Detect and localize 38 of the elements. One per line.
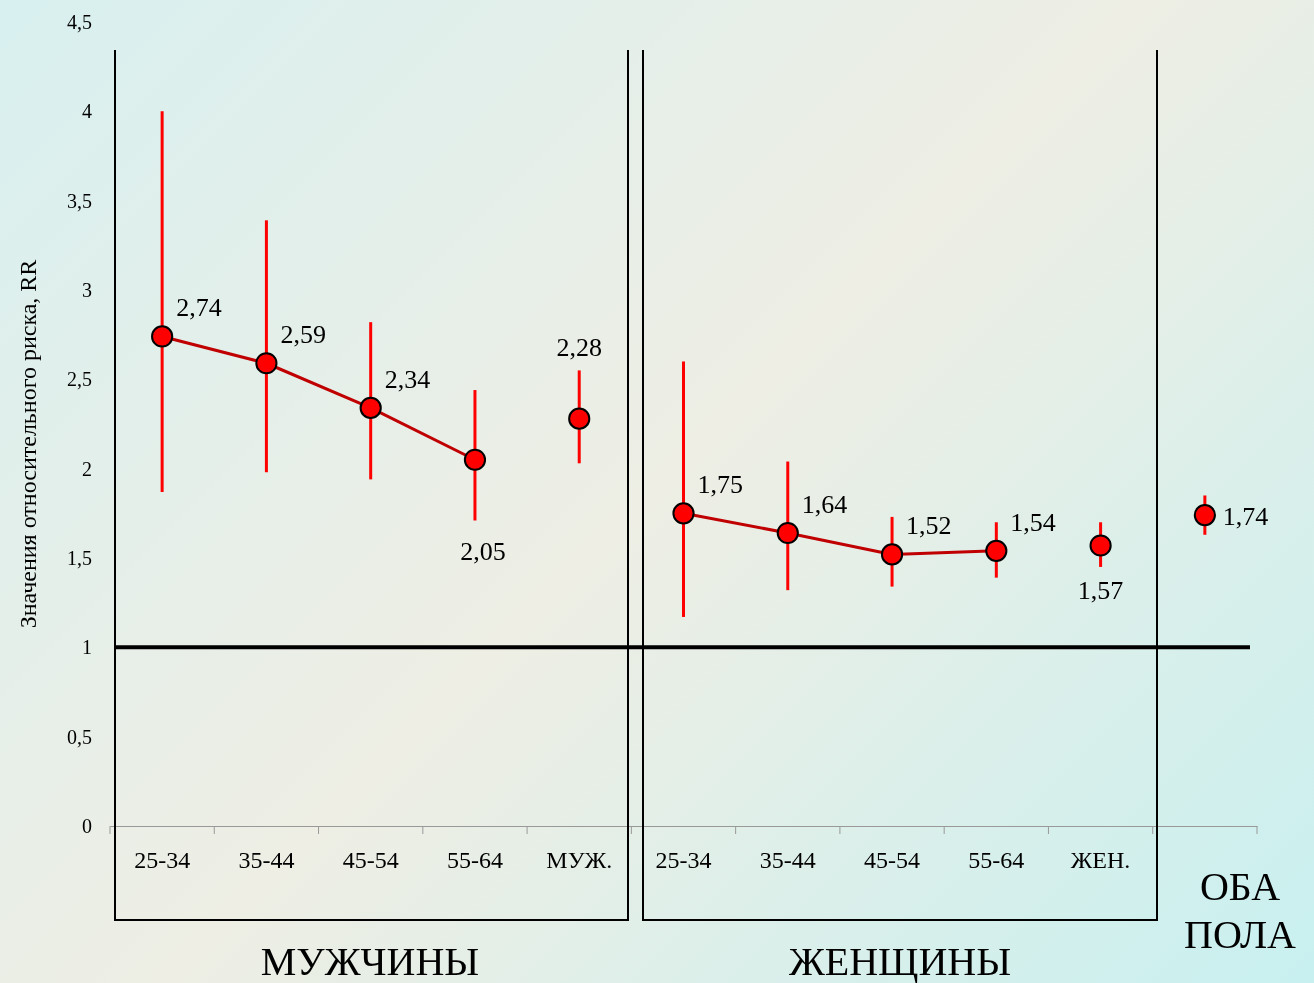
y-tick-label: 0 xyxy=(82,814,92,837)
x-tick-label: МУЖ. xyxy=(546,847,613,874)
y-tick-label: 4 xyxy=(82,100,92,123)
x-tick-label: ЖЕН. xyxy=(1070,847,1131,874)
data-label: 1,54 xyxy=(1010,507,1056,537)
data-label: 1,74 xyxy=(1222,502,1269,532)
x-tick-label: 45-54 xyxy=(864,847,921,874)
x-tick-label: 45-54 xyxy=(342,847,399,874)
text: ОБА ПОЛА xyxy=(1184,864,1297,957)
data-label: 2,34 xyxy=(384,364,431,394)
point xyxy=(568,407,591,430)
x-tick-label: 55-64 xyxy=(968,847,1025,874)
data-label: 2,28 xyxy=(556,333,602,363)
y-tick-label: 0,5 xyxy=(67,725,92,748)
x-tick-label: 55-64 xyxy=(446,847,503,874)
y-tick-label: 1,5 xyxy=(67,546,92,569)
data-label: 1,64 xyxy=(801,489,848,519)
y-tick-label: 3,5 xyxy=(67,189,92,212)
x-tick-label: 35-44 xyxy=(759,847,816,874)
data-label: 2,59 xyxy=(280,320,326,350)
data-label: 1,75 xyxy=(697,470,743,500)
data-label: 1,52 xyxy=(906,511,952,541)
y-tick-label: 4,5 xyxy=(67,10,92,33)
x-tick-label: 35-44 xyxy=(238,847,295,874)
data-label: 2,74 xyxy=(176,293,222,323)
text: ЖЕНЩИНЫ xyxy=(788,939,1012,983)
point xyxy=(1089,534,1112,557)
text: МУЖЧИНЫ xyxy=(260,939,480,983)
x-tick-label: 25-34 xyxy=(655,847,712,874)
x-tick-label: 25-34 xyxy=(134,847,191,874)
data-label: 1,57 xyxy=(1077,575,1124,605)
y-tick-label: 2,5 xyxy=(67,368,92,391)
y-axis-title: Значения относительного риска, RR xyxy=(15,259,41,629)
data-label: 2,05 xyxy=(460,537,506,567)
y-tick-label: 2 xyxy=(82,457,92,480)
y-tick-label: 1 xyxy=(82,636,92,659)
point xyxy=(1193,504,1216,527)
y-tick-label: 3 xyxy=(82,278,92,301)
